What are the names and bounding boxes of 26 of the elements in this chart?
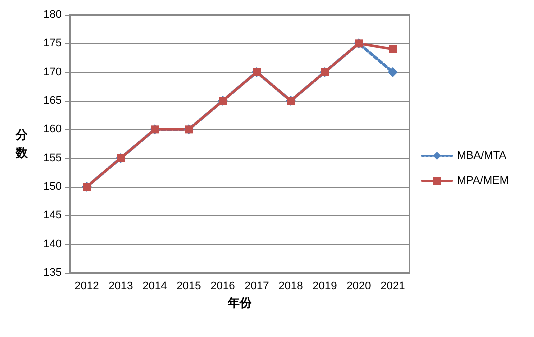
y-tick-label: 140 <box>44 238 62 250</box>
y-tick-label: 170 <box>44 66 62 78</box>
x-tick-label: 2015 <box>176 280 202 292</box>
x-tick-label: 2017 <box>244 280 270 292</box>
x-tick-label: 2013 <box>108 280 134 292</box>
x-tick-label: 2012 <box>74 280 100 292</box>
x-tick-label: 2016 <box>210 280 236 292</box>
y-tick-label: 155 <box>44 152 62 164</box>
x-tick-label: 2020 <box>346 280 372 292</box>
x-tick-label: 2018 <box>278 280 304 292</box>
point <box>388 67 398 78</box>
legend-label: MPA/MEM <box>457 175 510 187</box>
y-tick-label: 145 <box>44 210 62 222</box>
x-tick-label: 2021 <box>380 280 406 292</box>
y-axis-title: 分数 <box>15 128 29 160</box>
y-tick-label: 165 <box>44 95 62 107</box>
y-tick-label: 135 <box>44 267 62 279</box>
y-tick-label: 175 <box>44 38 62 50</box>
legend-label: MBA/MTA <box>457 150 508 162</box>
y-tick-label: 160 <box>44 124 62 136</box>
x-tick-label: 2019 <box>312 280 338 292</box>
y-tick-label: 150 <box>44 181 62 193</box>
point <box>389 45 397 54</box>
x-axis-title: 年份 <box>227 296 253 310</box>
x-tick-label: 2014 <box>142 280 168 292</box>
y-tick-label: 180 <box>44 9 62 21</box>
